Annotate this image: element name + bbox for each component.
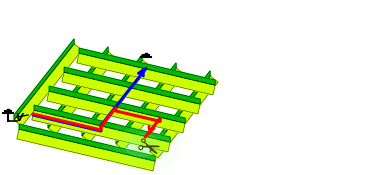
Polygon shape: [49, 86, 185, 123]
Text: V: V: [15, 113, 23, 123]
Polygon shape: [82, 55, 142, 136]
Polygon shape: [82, 60, 150, 142]
Ellipse shape: [104, 121, 181, 170]
Polygon shape: [150, 76, 218, 158]
Polygon shape: [19, 124, 155, 161]
Polygon shape: [14, 44, 82, 126]
Polygon shape: [48, 47, 108, 128]
Polygon shape: [32, 110, 170, 152]
Ellipse shape: [125, 134, 160, 156]
Polygon shape: [150, 71, 210, 152]
Polygon shape: [77, 53, 215, 95]
Polygon shape: [48, 52, 116, 134]
Text: ✂: ✂: [132, 132, 164, 166]
Polygon shape: [14, 39, 74, 120]
Polygon shape: [62, 72, 200, 114]
Polygon shape: [17, 129, 155, 171]
Polygon shape: [47, 91, 185, 133]
Polygon shape: [64, 67, 200, 104]
Polygon shape: [79, 48, 215, 85]
Ellipse shape: [131, 138, 153, 152]
Polygon shape: [116, 68, 184, 150]
Ellipse shape: [115, 128, 170, 163]
Polygon shape: [116, 63, 176, 144]
Polygon shape: [34, 105, 170, 142]
